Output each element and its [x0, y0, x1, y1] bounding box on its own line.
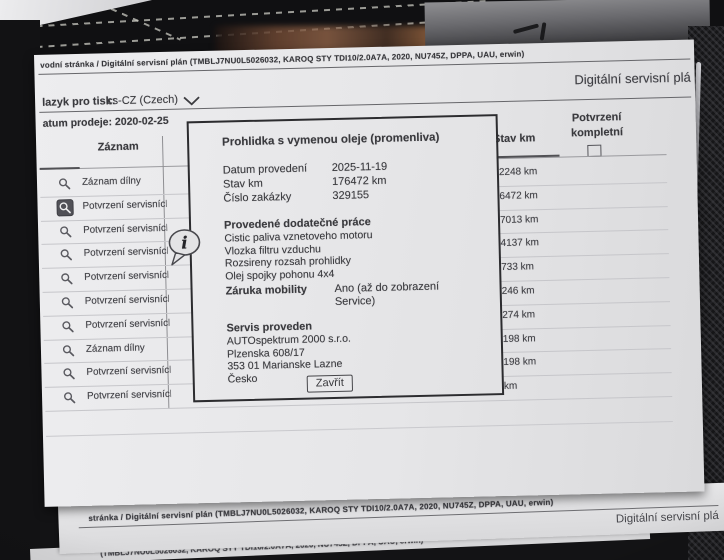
sale-date-label: atum prodeje: [42, 116, 113, 130]
extra-work-item: Olej spojky pohonu 4x4 [225, 267, 335, 283]
column-header-km: Stav km [492, 132, 536, 146]
table-row: Potvrzení servisních 4137 km [41, 229, 669, 270]
km-value: km [503, 380, 518, 393]
table-row: Záznam dílny 198 km [43, 324, 672, 365]
km-value: 7013 km [499, 213, 539, 226]
info-bubble-icon: i [165, 227, 206, 270]
record-label: Potvrzení servisních [86, 365, 171, 379]
surface-marking [539, 22, 547, 41]
magnifier-icon[interactable] [61, 366, 76, 381]
divider [39, 166, 80, 170]
km-value: 2248 km [498, 166, 538, 179]
service-provider-line: 353 01 Marianske Lazne [227, 357, 343, 373]
table-row: Potvrzení servisních 6472 km [40, 181, 668, 222]
record-label: Záznam dílny [81, 175, 141, 188]
page-title: Digitální servisní plá [574, 69, 691, 88]
km-value: 733 km [501, 261, 535, 274]
km-value: 198 km [503, 356, 537, 369]
table-row: Potvrzení servisních 274 km [43, 300, 671, 341]
chevron-down-icon[interactable] [183, 96, 200, 106]
record-label: Potvrzení servisních [86, 389, 172, 403]
km-value: 4137 km [500, 237, 540, 250]
field-value: 329155 [332, 189, 370, 203]
record-label: Potvrzení servisních [85, 317, 170, 331]
service-provider-line: Plzenska 608/17 [226, 346, 305, 361]
record-label: Potvrzení servisních [84, 270, 169, 284]
magnifier-icon[interactable] [59, 271, 74, 286]
field-label: Datum provedení [222, 162, 308, 177]
mobility-value: Ano (až do zobrazení Service) [334, 280, 440, 308]
record-label: Záznam dílny [85, 342, 145, 355]
magnifier-icon[interactable] [57, 176, 72, 191]
language-select[interactable]: cs-CZ (Czech) [106, 93, 179, 108]
mobility-label: Záruka mobility [225, 283, 308, 298]
printed-service-plan-page: vodní stránka / Digitální servisní plán … [34, 39, 705, 507]
extra-work-item: Cistic paliva vznetoveho motoru [224, 229, 373, 245]
table-row: Potvrzení servisních 733 km [42, 253, 670, 293]
magnifier-icon[interactable] [62, 390, 77, 405]
sheet-title: Digitální servisní plá [615, 509, 719, 526]
close-button[interactable]: Zavřít [306, 374, 354, 393]
km-value: 246 km [501, 285, 535, 298]
record-table: Záznam dílny 2248 km Potvrzení servisníc… [39, 158, 673, 412]
column-header-confirm: kompletní [570, 126, 624, 140]
table-row: Potvrzení servisních 246 km [42, 277, 670, 317]
table-row: Potvrzení servisních 7013 km [40, 205, 669, 246]
inspection-dialog: Prohlidka s vymenou oleje (promenliva) D… [186, 114, 505, 403]
column-header-confirm: Potvrzení [571, 111, 622, 125]
service-provider-line: AUTOspektrum 2000 s.r.o. [226, 332, 352, 348]
record-label: Potvrzení servisních [83, 246, 168, 260]
service-provider-line: Česko [227, 372, 258, 386]
magnifier-icon[interactable] [57, 199, 73, 216]
record-label: Potvrzení servisních [82, 198, 167, 212]
magnifier-icon[interactable] [60, 319, 75, 334]
field-label: Číslo zakázky [223, 190, 292, 205]
table-row: Potvrzení servisních km [44, 372, 673, 412]
seat-left-edge [0, 20, 40, 560]
table-row: Potvrzení servisních 198 km [44, 348, 672, 389]
magnifier-icon[interactable] [59, 248, 74, 263]
km-value: 274 km [502, 309, 536, 321]
km-value: 198 km [502, 332, 536, 345]
field-label: Stav km [222, 177, 263, 191]
divider [45, 421, 673, 437]
record-label: Potvrzení servisních [83, 222, 168, 236]
dialog-title: Prohlidka s vymenou oleje (promenliva) [221, 131, 440, 149]
language-select-label: lazyk pro tisk: [41, 95, 116, 109]
magnifier-icon[interactable] [61, 343, 76, 358]
sale-date-value: 2020-02-25 [114, 114, 169, 129]
magnifier-icon[interactable] [60, 295, 75, 310]
magnifier-icon[interactable] [58, 224, 73, 239]
surface-marking [512, 23, 540, 35]
column-header-record: Záznam [97, 140, 139, 154]
svg-text:i: i [181, 233, 188, 253]
sale-date: atum prodeje: 2020-02-25 [42, 115, 168, 130]
field-value: 2025-11-19 [331, 160, 388, 175]
table-row: Záznam dílny 2248 km [39, 158, 668, 198]
service-provider-title: Servis proveden [226, 320, 313, 335]
record-label: Potvrzení servisních [84, 293, 169, 307]
km-value: 6472 km [499, 189, 538, 202]
field-value: 176472 km [331, 174, 387, 189]
